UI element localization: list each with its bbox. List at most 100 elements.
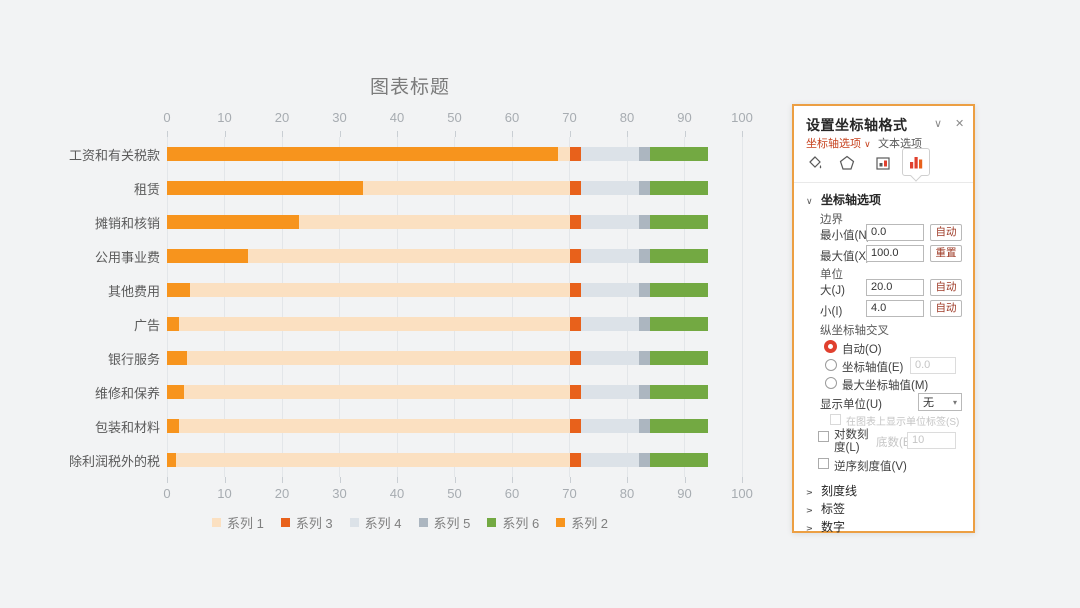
bar-segment[interactable] [569,283,581,297]
section-labels[interactable]: ∨ 标签 [803,502,845,516]
bar-segment[interactable] [650,215,708,229]
bar-segment[interactable] [638,351,650,365]
axis-tick-top [167,131,168,137]
bar-segment[interactable] [581,453,639,467]
gridline [396,137,398,477]
legend-item[interactable]: 系列 6 [487,513,539,532]
legend-swatch [280,518,290,527]
bar-segment[interactable] [581,351,639,365]
bar-segment[interactable] [569,181,581,195]
plot-area[interactable] [166,137,743,477]
bar-segment[interactable] [638,419,650,433]
axis-value-input: 0.0 [910,357,956,374]
min-input[interactable]: 0.0 [866,224,924,241]
bar-segment[interactable] [581,181,639,195]
bar-segment[interactable] [650,317,708,331]
tab-axis-options[interactable]: 坐标轴选项 ∨ [806,138,871,150]
bar-overlay-segment[interactable] [167,419,179,433]
legend-swatch [487,518,497,527]
bar-segment[interactable] [650,181,708,195]
bar-segment[interactable] [569,385,581,399]
log-scale-checkbox[interactable] [818,431,829,442]
bar-segment[interactable] [569,249,581,263]
bar-segment[interactable] [650,351,708,365]
bar-overlay-segment[interactable] [167,317,179,331]
chart-title[interactable]: 图表标题 [369,77,450,98]
radio-max-axis-value[interactable] [825,377,837,389]
reverse-order-checkbox[interactable] [818,458,829,469]
legend-item[interactable]: 系列 5 [418,513,470,532]
bar-segment[interactable] [167,317,570,331]
bar-segment[interactable] [581,317,639,331]
radio-axis-value[interactable] [825,359,837,371]
fill-line-icon[interactable] [804,152,826,174]
bar-segment[interactable] [569,419,581,433]
section-axis-options[interactable]: ∨ 坐标轴选项 [806,193,881,207]
bar-segment[interactable] [569,453,581,467]
bar-segment[interactable] [638,453,650,467]
axis-options-icon-selected[interactable] [902,148,930,182]
radio-automatic[interactable] [824,340,837,353]
bar-segment[interactable] [650,385,708,399]
bar-segment[interactable] [638,283,650,297]
bar-segment[interactable] [638,249,650,263]
effects-icon[interactable] [836,152,858,174]
bar-segment[interactable] [650,453,708,467]
max-reset-button[interactable]: 重置 [930,245,962,262]
bar-segment[interactable] [638,215,650,229]
bar-overlay-segment[interactable] [167,147,558,161]
min-auto-button[interactable]: 自动 [930,224,962,241]
bar-segment[interactable] [569,317,581,331]
bar-segment[interactable] [581,419,639,433]
bar-segment[interactable] [650,147,708,161]
bar-segment[interactable] [638,147,650,161]
legend-item[interactable]: 系列 2 [556,513,608,532]
section-number[interactable]: ∨ 数字 [803,520,845,534]
bar-segment[interactable] [581,249,639,263]
axis-cross-group-label: 纵坐标轴交叉 [820,325,889,337]
bar-segment[interactable] [581,283,639,297]
bar-segment[interactable] [167,283,570,297]
max-input[interactable]: 100.0 [866,245,924,262]
bar-segment[interactable] [569,351,581,365]
panel-close-icon[interactable]: ✕ [955,118,965,130]
minor-unit-input[interactable]: 4.0 [866,300,924,317]
bar-segment[interactable] [167,249,570,263]
bar-overlay-segment[interactable] [167,249,248,263]
legend-item[interactable]: 系列 1 [211,513,264,532]
bar-segment[interactable] [569,147,581,161]
bar-overlay-segment[interactable] [167,283,190,297]
bar-segment[interactable] [167,419,570,433]
bar-segment[interactable] [581,385,639,399]
bar-segment[interactable] [167,351,570,365]
bar-segment[interactable] [581,147,639,161]
bar-segment[interactable] [638,181,650,195]
bar-overlay-segment[interactable] [167,181,363,195]
size-properties-icon[interactable] [872,152,894,174]
bar-segment[interactable] [167,453,570,467]
bar-segment[interactable] [167,385,570,399]
bar-segment[interactable] [638,317,650,331]
bar-overlay-segment[interactable] [167,215,300,229]
bounds-group-label: 边界 [820,214,843,226]
bar-overlay-segment[interactable] [167,453,176,467]
major-unit-input[interactable]: 20.0 [866,279,924,296]
bar-overlay-segment[interactable] [167,351,188,365]
bar-overlay-segment[interactable] [167,385,185,399]
minor-auto-button[interactable]: 自动 [930,300,962,317]
legend-item[interactable]: 系列 3 [280,513,333,532]
display-unit-dropdown[interactable]: 无 ▾ [918,393,962,411]
bar-segment[interactable] [650,283,708,297]
bar-segment[interactable] [638,385,650,399]
bar-segment[interactable] [650,419,708,433]
legend-item[interactable]: 系列 4 [349,513,402,532]
bar-segment[interactable] [650,249,708,263]
panel-collapse-icon[interactable]: ∨ [934,118,943,130]
bar-segment[interactable] [569,215,581,229]
tab-text-options[interactable]: 文本选项 [878,138,922,150]
legend-label: 系列 2 [571,516,609,531]
axis-tick-top [684,131,686,137]
bar-segment[interactable] [581,215,639,229]
major-auto-button[interactable]: 自动 [930,279,962,296]
section-tick-marks[interactable]: ∨ 刻度线 [803,484,857,498]
